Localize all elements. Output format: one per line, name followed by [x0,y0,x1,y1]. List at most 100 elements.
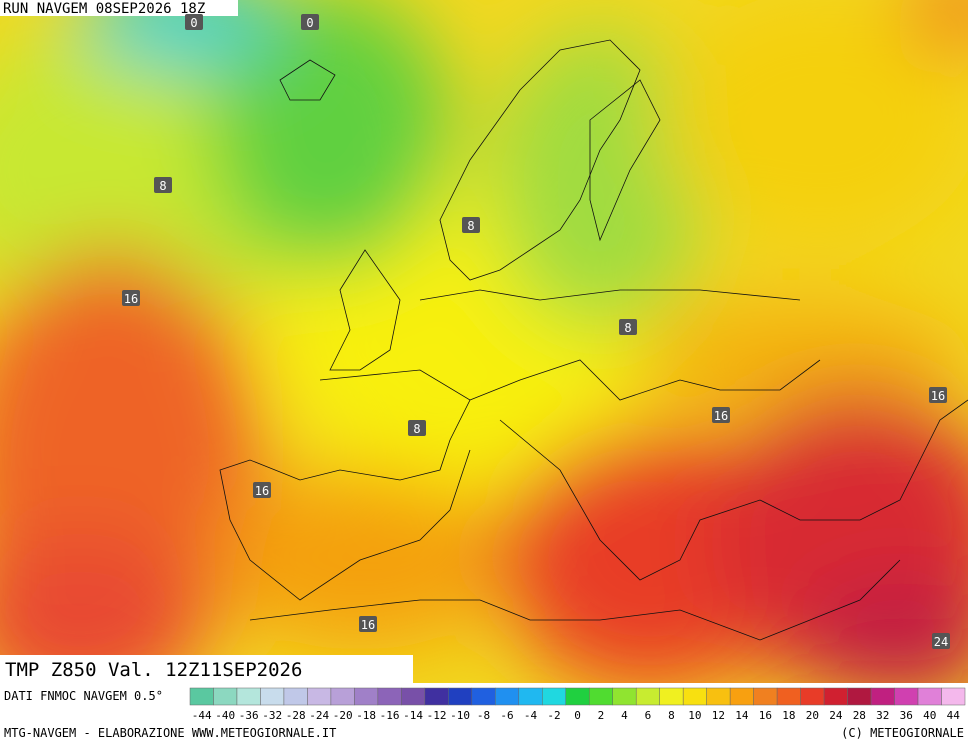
legend-swatch [213,687,238,706]
contour-label: 8 [624,321,631,335]
legend-label: -4 [524,709,538,722]
legend-swatch [330,687,355,706]
contour-label-box [408,420,426,436]
legend-swatch [682,687,707,706]
legend-swatch [236,687,261,706]
legend-label: -36 [239,709,259,722]
contour-label: 16 [255,484,269,498]
legend-label: -8 [477,709,490,722]
coastlines [219,39,968,641]
legend-swatch [471,687,496,706]
contour-label-box [253,482,271,498]
title-box [0,655,413,683]
legend-swatch [542,687,567,706]
legend-label: 18 [782,709,795,722]
legend-swatch [424,687,449,706]
legend-swatch [588,687,613,706]
contour-label-box [359,616,377,632]
contour-label: 16 [714,409,728,423]
legend-label: 16 [759,709,772,722]
run-label: RUN NAVGEM 08SEP2026 18Z [3,1,205,17]
legend-label: 2 [598,709,605,722]
legend-label: 36 [900,709,913,722]
map-title: TMP Z850 Val. 12Z11SEP2026 [5,659,302,681]
contour-label-box [154,177,172,193]
legend-swatch [283,687,308,706]
legend-swatch [448,687,473,706]
contour-label: 16 [124,292,138,306]
legend-swatch [823,687,848,706]
data-source: DATI FNMOC NAVGEM 0.5° [4,689,163,703]
legend-swatch [612,687,637,706]
legend-label: -20 [333,709,353,722]
contour-label-box [301,14,319,30]
legend-swatch [800,687,825,706]
legend-label: 0 [574,709,581,722]
contour-label-box [929,387,947,403]
contour-label: 8 [413,422,420,436]
legend-swatch [635,687,660,706]
legend-swatch [753,687,778,706]
legend-swatch [706,687,731,706]
legend-label: 14 [735,709,749,722]
legend-label: -14 [403,709,423,722]
legend-swatch [565,687,590,706]
contour-label-box [619,319,637,335]
legend-label: -16 [380,709,400,722]
legend-label: 24 [829,709,843,722]
legend-label: 10 [688,709,701,722]
legend-label: -28 [286,709,306,722]
legend-label: 20 [806,709,819,722]
legend-label: 12 [712,709,725,722]
contour-label: 16 [931,389,945,403]
legend-swatch [776,687,801,706]
legend-swatch [917,687,942,706]
legend-swatch [260,687,285,706]
legend-label: 40 [923,709,936,722]
contour-label: 24 [934,635,948,649]
legend-label: -32 [262,709,282,722]
header-box [0,0,238,16]
legend-label: 28 [853,709,866,722]
legend-label: -40 [215,709,235,722]
contour-label: 0 [190,16,197,30]
legend-swatch [894,687,919,706]
contour-label-box [462,217,480,233]
contour-label: 0 [306,16,313,30]
legend-label: -12 [427,709,447,722]
legend-swatch [189,687,214,706]
legend-label: -18 [356,709,376,722]
legend-swatch [377,687,402,706]
credit: MTG-NAVGEM - ELABORAZIONE WWW.METEOGIORN… [4,726,336,740]
legend-label: -6 [500,709,513,722]
temperature-field [0,0,968,683]
legend-label: 32 [876,709,889,722]
legend-swatch [847,687,872,706]
color-legend: -44 -40 -36 -32 -28 -24 -20 -18 -16 -14 -12 -10 -8 -6… [189,687,966,722]
legend-swatch [495,687,520,706]
legend-label: -2 [547,709,560,722]
legend-label: 44 [947,709,961,722]
contour-label: 16 [361,618,375,632]
contour-labels: 0 0 8 8 8 8 16 16 16 16 16 24 [122,14,950,649]
copyright: (C) METEOGIORNALE [841,726,964,740]
legend-swatch [870,687,895,706]
legend-swatch [307,687,332,706]
legend-swatch [729,687,754,706]
contour-label-box [712,407,730,423]
legend-swatch [518,687,543,706]
legend-swatch [659,687,684,706]
contour-label-box [932,633,950,649]
legend-label: -10 [450,709,470,722]
contour-label: 8 [159,179,166,193]
legend-label: -44 [192,709,212,722]
contour-label-box [122,290,140,306]
contour-label: 8 [467,219,474,233]
legend-label: 8 [668,709,675,722]
legend-swatch [401,687,426,706]
legend-swatch [354,687,379,706]
legend-swatch [941,687,966,706]
legend-label: 4 [621,709,628,722]
legend-label: 6 [645,709,652,722]
